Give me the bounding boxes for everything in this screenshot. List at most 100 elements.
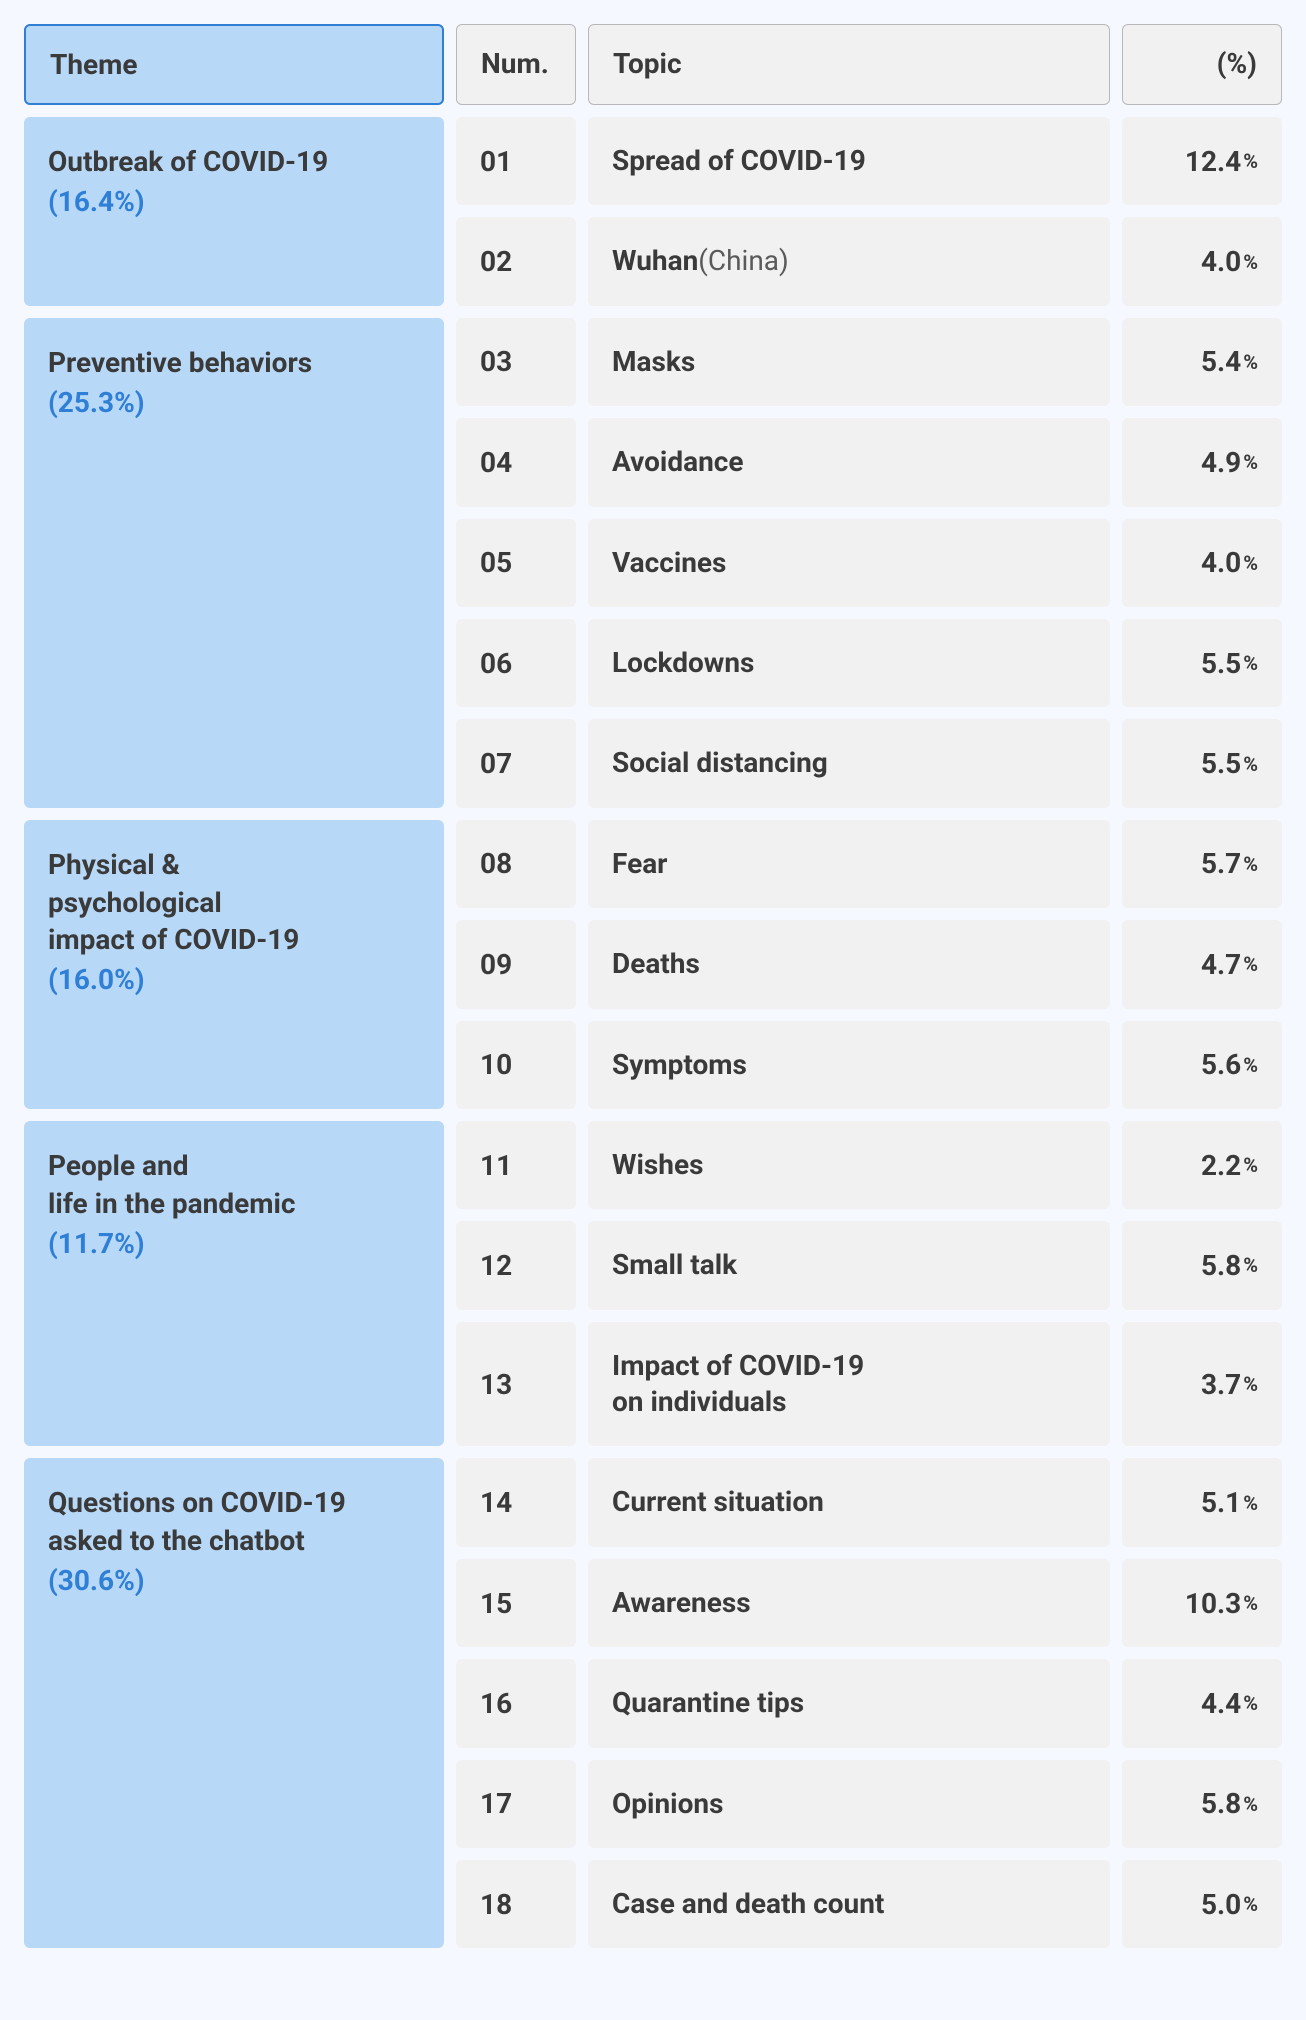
theme-cell: Questions on COVID-19asked to the chatbo… xyxy=(24,1458,444,1948)
row-num: 08 xyxy=(456,820,576,908)
topic-primary: Lockdowns xyxy=(612,646,754,679)
row-topic: Masks xyxy=(588,318,1110,406)
row-num: 10 xyxy=(456,1021,576,1109)
pct-symbol: % xyxy=(1243,1053,1258,1077)
pct-value: 4.0 xyxy=(1201,546,1241,579)
row-num: 18 xyxy=(456,1860,576,1948)
row-topic: Lockdowns xyxy=(588,619,1110,707)
row-pct: 3.7% xyxy=(1122,1322,1282,1447)
pct-value: 2.2 xyxy=(1201,1149,1241,1182)
topic-primary: Current situation xyxy=(612,1485,824,1518)
pct-value: 4.4 xyxy=(1201,1687,1241,1720)
theme-title: Outbreak of COVID-19 xyxy=(48,143,420,181)
row-num: 05 xyxy=(456,519,576,607)
row-num: 14 xyxy=(456,1458,576,1546)
theme-title: Physical &psychologicalimpact of COVID-1… xyxy=(48,846,420,959)
header-pct: (%) xyxy=(1122,24,1282,105)
topic-primary: Opinions xyxy=(612,1787,723,1820)
pct-symbol: % xyxy=(1243,1691,1258,1715)
row-num: 12 xyxy=(456,1221,576,1309)
pct-value: 4.9 xyxy=(1201,446,1241,479)
row-pct: 5.5% xyxy=(1122,719,1282,807)
pct-symbol: % xyxy=(1243,1591,1258,1615)
row-num: 09 xyxy=(456,920,576,1008)
topic-primary: Small talk xyxy=(612,1248,737,1281)
row-pct: 4.0% xyxy=(1122,519,1282,607)
pct-value: 12.4 xyxy=(1185,145,1241,178)
pct-value: 4.0 xyxy=(1201,245,1241,278)
topic-primary: Wishes xyxy=(612,1148,703,1181)
topic-primary: Wuhan xyxy=(612,244,698,277)
row-pct: 2.2% xyxy=(1122,1121,1282,1209)
theme-cell: Physical &psychologicalimpact of COVID-1… xyxy=(24,820,444,1109)
row-pct: 5.4% xyxy=(1122,318,1282,406)
row-topic: Opinions xyxy=(588,1760,1110,1848)
row-topic: Vaccines xyxy=(588,519,1110,607)
row-pct: 5.8% xyxy=(1122,1760,1282,1848)
themes-topics-table: Theme Num. Topic (%) Outbreak of COVID-1… xyxy=(24,24,1282,1948)
theme-percentage: (25.3%) xyxy=(48,386,420,419)
row-pct: 12.4% xyxy=(1122,117,1282,205)
header-num: Num. xyxy=(456,24,576,105)
header-topic: Topic xyxy=(588,24,1110,105)
row-pct: 5.8% xyxy=(1122,1221,1282,1309)
pct-value: 5.4 xyxy=(1201,345,1241,378)
row-topic: Awareness xyxy=(588,1559,1110,1647)
row-num: 01 xyxy=(456,117,576,205)
row-num: 17 xyxy=(456,1760,576,1848)
pct-value: 5.5 xyxy=(1201,647,1241,680)
row-pct: 10.3% xyxy=(1122,1559,1282,1647)
pct-symbol: % xyxy=(1243,1253,1258,1277)
theme-percentage: (16.0%) xyxy=(48,963,420,996)
theme-title: Preventive behaviors xyxy=(48,344,420,382)
row-topic: Current situation xyxy=(588,1458,1110,1546)
topic-primary: Quarantine tips xyxy=(612,1686,804,1719)
row-topic: Fear xyxy=(588,820,1110,908)
row-topic: Wuhan(China) xyxy=(588,217,1110,305)
row-num: 15 xyxy=(456,1559,576,1647)
row-topic: Social distancing xyxy=(588,719,1110,807)
row-topic: Quarantine tips xyxy=(588,1659,1110,1747)
topic-primary: Awareness xyxy=(612,1586,751,1619)
topic-primary: Masks xyxy=(612,345,695,378)
theme-cell: Preventive behaviors (25.3%) xyxy=(24,318,444,808)
row-num: 13 xyxy=(456,1322,576,1447)
row-topic: Small talk xyxy=(588,1221,1110,1309)
topic-primary: Deaths xyxy=(612,947,700,980)
pct-symbol: % xyxy=(1243,651,1258,675)
row-topic: Spread of COVID-19 xyxy=(588,117,1110,205)
pct-symbol: % xyxy=(1243,752,1258,776)
row-topic: Deaths xyxy=(588,920,1110,1008)
pct-symbol: % xyxy=(1243,952,1258,976)
row-topic: Wishes xyxy=(588,1121,1110,1209)
pct-symbol: % xyxy=(1243,450,1258,474)
pct-value: 10.3 xyxy=(1185,1587,1241,1620)
topic-primary: Case and death count xyxy=(612,1887,884,1920)
theme-cell: People andlife in the pandemic(11.7%) xyxy=(24,1121,444,1447)
row-pct: 5.1% xyxy=(1122,1458,1282,1546)
pct-value: 5.6 xyxy=(1201,1048,1241,1081)
theme-percentage: (16.4%) xyxy=(48,185,420,218)
header-theme: Theme xyxy=(24,24,444,105)
pct-value: 5.8 xyxy=(1201,1249,1241,1282)
theme-title: People andlife in the pandemic xyxy=(48,1147,420,1223)
pct-value: 4.7 xyxy=(1201,948,1241,981)
pct-symbol: % xyxy=(1243,250,1258,274)
topic-secondary: (China) xyxy=(698,244,788,277)
row-topic: Avoidance xyxy=(588,418,1110,506)
topic-primary: Impact of COVID-19 xyxy=(612,1349,864,1382)
theme-cell: Outbreak of COVID-19 (16.4%) xyxy=(24,117,444,306)
row-pct: 4.4% xyxy=(1122,1659,1282,1747)
pct-symbol: % xyxy=(1243,1792,1258,1816)
pct-symbol: % xyxy=(1243,1372,1258,1396)
row-num: 06 xyxy=(456,619,576,707)
row-pct: 4.0% xyxy=(1122,217,1282,305)
row-pct: 4.7% xyxy=(1122,920,1282,1008)
row-num: 16 xyxy=(456,1659,576,1747)
topic-primary: Spread of COVID-19 xyxy=(612,144,866,177)
row-topic: Case and death count xyxy=(588,1860,1110,1948)
row-pct: 5.5% xyxy=(1122,619,1282,707)
topic-primary: Symptoms xyxy=(612,1048,747,1081)
row-topic: Symptoms xyxy=(588,1021,1110,1109)
pct-value: 5.0 xyxy=(1201,1888,1241,1921)
